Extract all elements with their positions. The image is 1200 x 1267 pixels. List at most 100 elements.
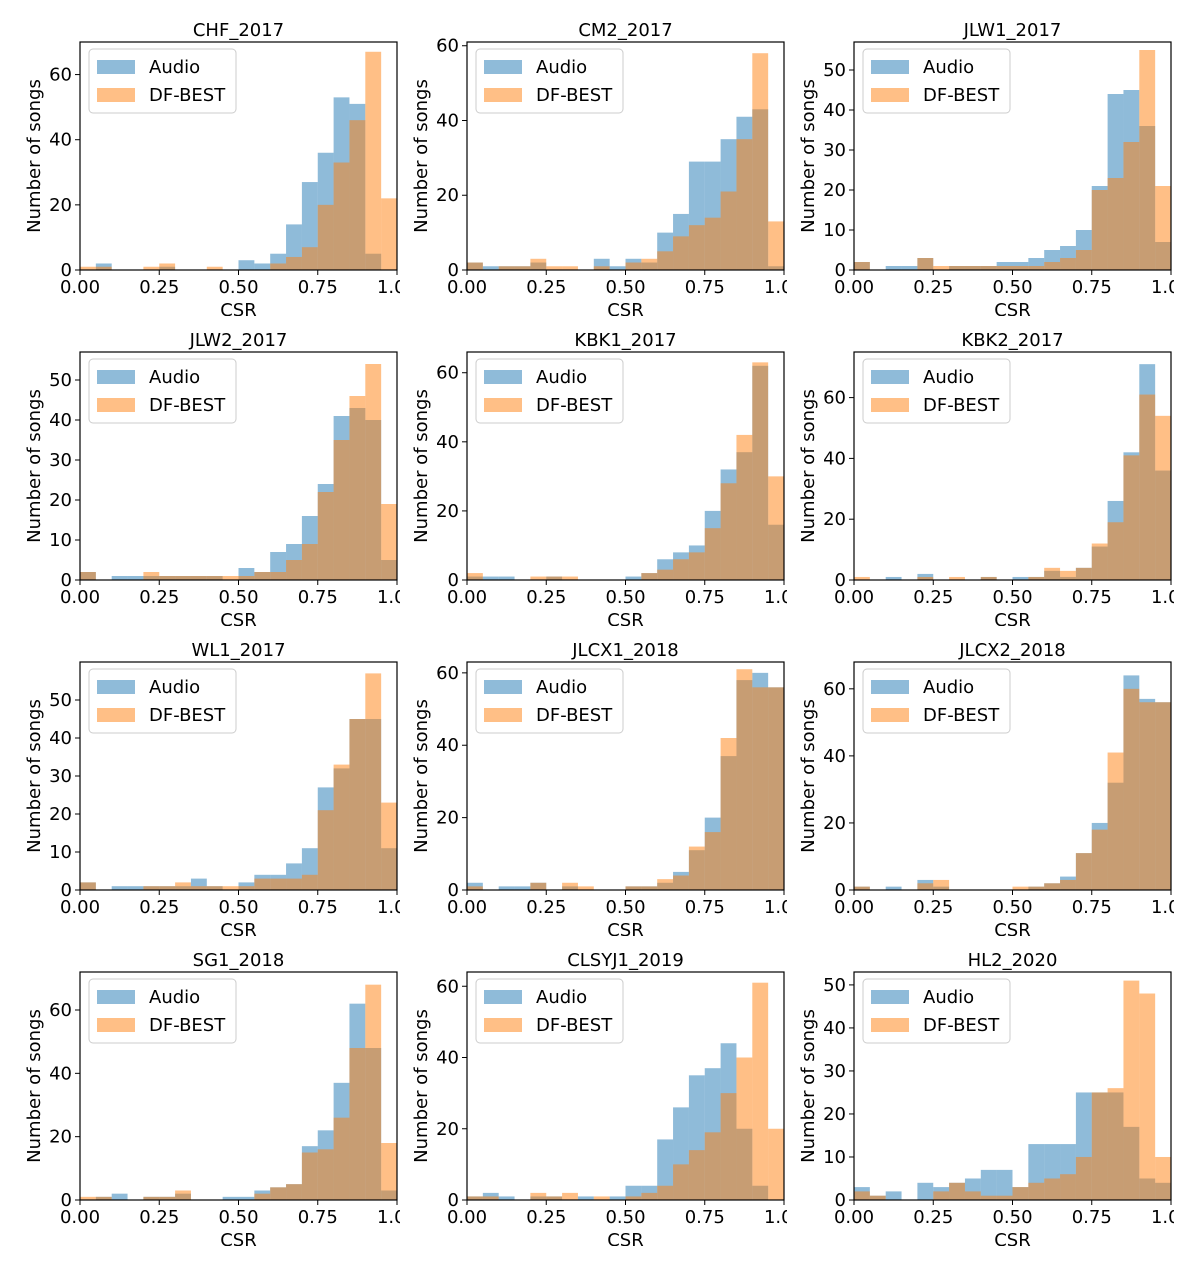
x-tick-label: 1.00 — [764, 897, 787, 918]
dfbest-bar — [222, 576, 239, 580]
x-tick-label: 1.00 — [1151, 277, 1174, 298]
histogram-panel: 0.00 0.25 0.50 0.75 1.00 0 20 40 60 SG1_2018 CSR Nu… — [0, 930, 400, 1246]
chart-title: HL2_2020 — [968, 950, 1058, 971]
x-tick-label: 0.00 — [834, 897, 874, 918]
audio-bar — [917, 1182, 934, 1200]
y-tick-label: 0 — [835, 260, 846, 281]
y-tick-label: 0 — [61, 880, 72, 901]
y-axis-label: Number of songs — [798, 699, 819, 853]
legend-label: DF-BEST — [536, 1015, 613, 1036]
y-tick-label: 40 — [823, 746, 846, 767]
legend: Audio DF-BEST — [475, 668, 624, 734]
x-axis-label: CSR — [220, 610, 257, 626]
audio-bar — [111, 576, 128, 580]
dfbest-bar — [673, 875, 689, 890]
x-tick-label: 0.25 — [139, 587, 179, 608]
x-tick-label: 0.50 — [605, 277, 645, 298]
dfbest-bar — [933, 266, 950, 270]
dfbest-bar — [1107, 178, 1124, 270]
legend: Audio DF-BEST — [862, 668, 1011, 734]
legend-label: DF-BEST — [923, 705, 1000, 726]
legend-swatch-audio — [97, 680, 135, 694]
dfbest-bar — [1155, 415, 1171, 580]
legend-label: Audio — [923, 57, 974, 78]
y-tick-label: 40 — [49, 410, 72, 431]
dfbest-bar — [673, 1164, 689, 1200]
dfbest-bar — [704, 217, 721, 270]
dfbest-bar — [143, 572, 160, 580]
dfbest-bar — [270, 263, 287, 270]
dfbest-bar — [720, 191, 737, 270]
legend-swatch-audio — [97, 60, 135, 74]
dfbest-bar — [625, 1196, 642, 1200]
histogram-svg: 0.00 0.25 0.50 0.75 1.00 0 20 40 60 CM2_2017 CSR Nu… — [411, 20, 787, 316]
dfbest-bar — [286, 878, 302, 890]
dfbest-bar — [933, 879, 950, 890]
y-tick-label: 60 — [49, 65, 72, 86]
dfbest-bar — [641, 886, 658, 890]
dfbest-bar — [736, 669, 753, 890]
dfbest-bar — [349, 396, 366, 580]
x-axis-label: CSR — [220, 920, 257, 936]
y-tick-label: 0 — [835, 1190, 846, 1211]
dfbest-bar — [1155, 186, 1171, 270]
dfbest-bar — [964, 1191, 981, 1200]
x-axis-label: CSR — [994, 610, 1031, 626]
y-tick-label: 0 — [448, 1190, 459, 1211]
histogram-svg: 0.00 0.25 0.50 0.75 1.00 0 20 40 60 SG1_2018 CSR Nu… — [24, 950, 400, 1246]
y-tick-label: 40 — [436, 110, 459, 131]
dfbest-bar — [530, 576, 547, 580]
x-tick-label: 0.50 — [218, 897, 258, 918]
x-tick-label: 0.50 — [605, 587, 645, 608]
dfbest-bar — [720, 1093, 737, 1200]
legend-swatch-audio — [871, 990, 909, 1004]
dfbest-bar — [95, 266, 112, 270]
x-tick-label: 0.50 — [218, 587, 258, 608]
dfbest-bar — [222, 886, 239, 890]
x-tick-label: 0.25 — [526, 897, 566, 918]
x-tick-label: 1.00 — [377, 277, 400, 298]
y-axis-label: Number of songs — [24, 699, 45, 853]
dfbest-bar — [1028, 1182, 1045, 1200]
dfbest-bar — [238, 886, 255, 890]
dfbest-bar — [949, 266, 965, 270]
chart-title: CLSYJ1_2019 — [567, 950, 684, 971]
legend-label: Audio — [536, 677, 587, 698]
y-tick-label: 0 — [448, 570, 459, 591]
dfbest-bar — [467, 1196, 483, 1200]
audio-bar — [127, 886, 144, 890]
histogram-svg: 0.00 0.25 0.50 0.75 1.00 0 20 40 60 JLCX2_2018 CSR… — [798, 640, 1174, 936]
legend-label: DF-BEST — [923, 85, 1000, 106]
dfbest-bar — [673, 559, 689, 580]
audio-bar — [901, 266, 918, 270]
y-tick-label: 20 — [436, 1119, 459, 1140]
dfbest-bar — [270, 1187, 287, 1200]
dfbest-bar — [1139, 702, 1156, 890]
dfbest-bar — [752, 53, 769, 270]
dfbest-bar — [286, 1184, 302, 1200]
dfbest-bar — [625, 262, 642, 270]
dfbest-bar — [206, 886, 223, 890]
dfbest-bar — [854, 262, 870, 270]
x-tick-label: 0.00 — [60, 277, 100, 298]
dfbest-bar — [854, 886, 870, 890]
dfbest-bar — [1028, 266, 1045, 270]
x-tick-label: 1.00 — [377, 897, 400, 918]
y-tick-label: 10 — [823, 220, 846, 241]
audio-bar — [885, 886, 902, 890]
y-tick-label: 40 — [436, 1048, 459, 1069]
dfbest-bar — [768, 476, 784, 580]
legend-label: DF-BEST — [923, 1015, 1000, 1036]
y-tick-label: 50 — [49, 690, 72, 711]
y-tick-label: 30 — [49, 450, 72, 471]
dfbest-bar — [175, 882, 191, 890]
histogram-panel: 0.00 0.25 0.50 0.75 1.00 0 10 20 30 40 50 JLW1_2017… — [774, 0, 1174, 316]
histogram-panel: 0.00 0.25 0.50 0.75 1.00 0 10 20 30 40 50 JLW2_2017… — [0, 310, 400, 626]
audio-bar — [127, 576, 144, 580]
audio-bar — [482, 266, 499, 270]
dfbest-bar — [301, 544, 318, 580]
dfbest-bar — [349, 1048, 366, 1200]
y-tick-label: 20 — [436, 185, 459, 206]
y-axis-label: Number of songs — [411, 79, 432, 233]
audio-bar — [625, 576, 642, 580]
